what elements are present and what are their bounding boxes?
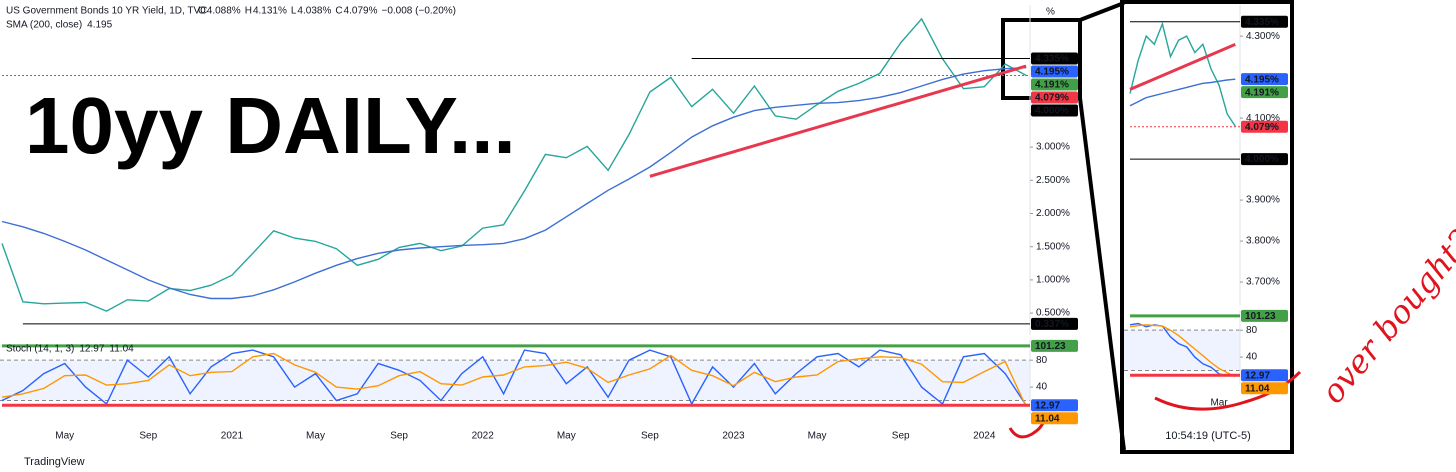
series-line: [1129, 322, 1236, 377]
level-box: [1031, 91, 1078, 104]
y-tick-label: 2.500%: [1036, 175, 1070, 186]
level-box: [1031, 317, 1078, 330]
y-unit: %: [1046, 7, 1055, 18]
level-label: 4.195%: [1245, 74, 1279, 85]
series-line: [1129, 324, 1236, 378]
level-label: 4.191%: [1035, 80, 1069, 91]
x-tick-label: Sep: [139, 431, 157, 442]
series-line: [1, 349, 1027, 406]
x-tick-label: May: [557, 431, 576, 442]
x-tick-label: 2023: [722, 431, 745, 442]
level-box: [1031, 104, 1078, 117]
level-label: 11.04: [1245, 383, 1270, 394]
y-tick-label: 2.000%: [1036, 208, 1070, 219]
legend-value: 12.97: [79, 344, 104, 355]
level-label: 12.97: [1245, 370, 1270, 381]
level-box: [1241, 86, 1288, 99]
level-box: [1241, 73, 1288, 86]
level-label: 4.335%: [1245, 17, 1279, 28]
level-label: 0.337%: [1035, 319, 1069, 330]
level-box: [1031, 65, 1078, 78]
y-tick-label: 4.100%: [1246, 113, 1280, 124]
chart-title: US Government Bonds 10 YR Yield, 1D, TVC: [6, 6, 207, 17]
level-box: [1241, 120, 1288, 133]
legend-name: SMA (200, close): [6, 20, 82, 31]
level-label: 101.23: [1035, 341, 1066, 352]
level-label: 4.000%: [1245, 154, 1279, 165]
x-tick-label: Sep: [892, 431, 910, 442]
x-tick-label: 2024: [973, 431, 996, 442]
y-tick-label: 1.500%: [1036, 241, 1070, 252]
level-label: 4.079%: [1245, 122, 1279, 133]
ohlc-key: H: [245, 6, 252, 17]
level-label: 4.000%: [1035, 106, 1069, 117]
ohlc-value: 4.131%: [253, 6, 287, 17]
y-tick-label: 4.300%: [1246, 31, 1280, 42]
level-label: 4.335%: [1035, 54, 1069, 65]
time: 10:54:19 (UTC-5): [1165, 430, 1251, 442]
x-tick-label: 2022: [472, 431, 495, 442]
level-box: [1241, 309, 1288, 322]
level-box: [1241, 15, 1288, 28]
y-tick-label: 80: [1246, 325, 1258, 336]
y-tick-label: 3.700%: [1246, 277, 1280, 288]
inset-frame: [1120, 0, 1294, 454]
x-tick-label: Sep: [390, 431, 408, 442]
level-box: [1031, 52, 1078, 65]
level-label: 101.23: [1245, 311, 1276, 322]
stoch-band: [1124, 330, 1240, 371]
y-tick-label: 3.800%: [1246, 236, 1280, 247]
y-tick-label: 80: [1036, 355, 1048, 366]
connector: [1079, 1, 1125, 22]
legend-value: 11.04: [109, 344, 134, 355]
x-tick-label: May: [55, 431, 74, 442]
x-tick-label: May: [808, 431, 827, 442]
change: −0.008 (−0.20%): [382, 6, 457, 17]
level-label: 4.191%: [1245, 87, 1279, 98]
level-label: 4.079%: [1035, 93, 1069, 104]
scribble: [1008, 419, 1046, 439]
legend-value: 4.195: [87, 20, 112, 31]
level-box: [1031, 399, 1078, 412]
level-box: [1241, 369, 1288, 382]
series-line: [1, 352, 1027, 407]
level-box: [1241, 382, 1288, 395]
trendline: [649, 64, 1027, 178]
level-box: [1241, 153, 1288, 166]
series-line: [1, 67, 1027, 300]
stoch-band: [0, 360, 1030, 401]
level-label: 11.04: [1035, 413, 1060, 424]
ohlc-key: O: [198, 6, 206, 17]
ohlc-value: 4.079%: [344, 6, 378, 17]
level-box: [1031, 412, 1078, 425]
y-tick-label: 3.900%: [1246, 195, 1280, 206]
y-tick-label: 1.000%: [1036, 275, 1070, 286]
level-box: [1031, 339, 1078, 352]
x-tick-label: Sep: [641, 431, 659, 442]
y-tick-label: 3.000%: [1036, 142, 1070, 153]
level-label: 4.195%: [1035, 67, 1069, 78]
indicator-name: Stoch (14, 1, 3): [6, 344, 74, 355]
series-line: [1129, 78, 1236, 107]
y-tick-label: 0.500%: [1036, 308, 1070, 319]
ohlc-key: L: [291, 6, 297, 17]
y-tick-label: 40: [1036, 382, 1048, 393]
y-tick-label: 40: [1246, 352, 1258, 363]
level-box: [1031, 78, 1078, 91]
x-tick-label: May: [306, 431, 325, 442]
x-tick-label: 2021: [221, 431, 244, 442]
trendline: [1129, 42, 1236, 91]
level-label: 12.97: [1035, 400, 1060, 411]
connector: [1078, 97, 1126, 451]
ohlc-value: 4.088%: [207, 6, 241, 17]
ohlc-key: C: [335, 6, 342, 17]
series-line: [1129, 21, 1236, 127]
source: TradingView: [24, 456, 85, 468]
ohlc-value: 4.038%: [297, 6, 331, 17]
x-tick-label: Mar: [1210, 398, 1228, 409]
headline: 10yy DAILY...: [25, 81, 516, 170]
